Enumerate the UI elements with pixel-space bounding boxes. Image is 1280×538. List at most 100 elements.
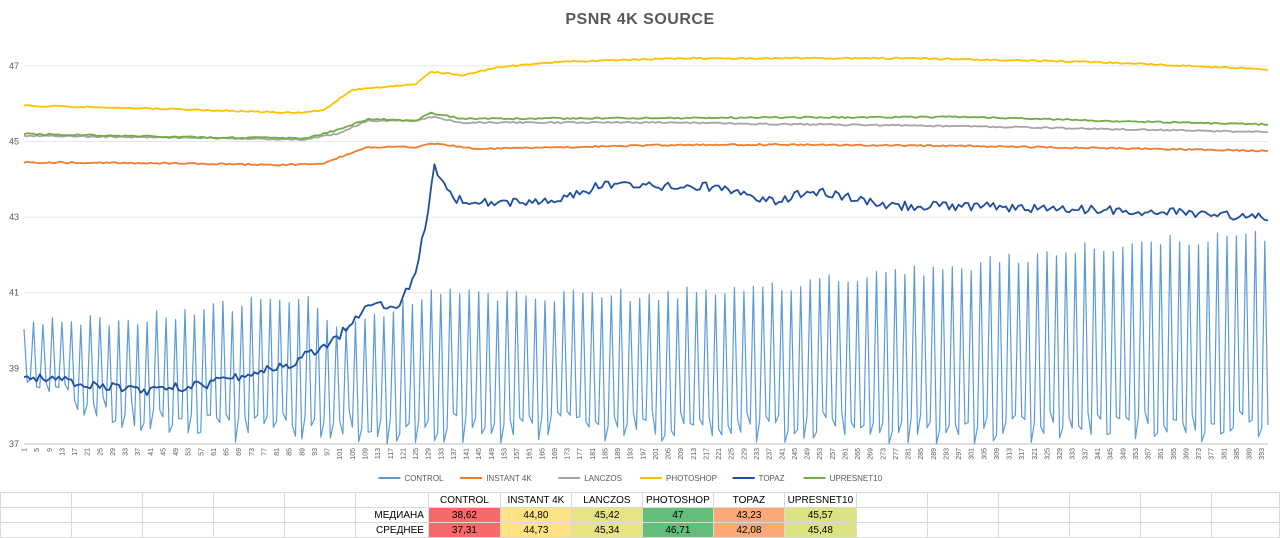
- x-tick-label: 253: [817, 448, 824, 460]
- x-tick-label: 61: [211, 448, 218, 456]
- legend-label: LANCZOS: [584, 474, 622, 483]
- x-tick-label: 193: [628, 448, 635, 460]
- x-tick-label: 281: [906, 448, 913, 460]
- x-tick-label: 333: [1070, 448, 1077, 460]
- row-label-mean: СРЕДНЕЕ: [354, 522, 429, 538]
- x-tick-label: 125: [413, 448, 420, 460]
- x-tick-label: 389: [1247, 448, 1254, 460]
- series-line-instant-4k: [23, 142, 1269, 167]
- x-tick-label: 5: [34, 448, 41, 452]
- x-tick-label: 85: [287, 448, 294, 456]
- legend-label: TOPAZ: [759, 474, 785, 483]
- table-cell: 44,73: [499, 522, 572, 538]
- header-photoshop: PHOTOSHOP: [641, 492, 714, 508]
- x-tick-label: 293: [943, 448, 950, 460]
- x-tick-label: 25: [97, 448, 104, 456]
- x-tick-label: 213: [691, 448, 698, 460]
- x-tick-label: 89: [299, 448, 306, 456]
- table-cell: 37,31: [427, 522, 501, 538]
- summary-table: CONTROL INSTANT 4K LANCZOS PHOTOSHOP TOP…: [0, 492, 1280, 538]
- x-tick-label: 97: [325, 448, 332, 456]
- row-label-median: МЕДИАНА: [354, 507, 429, 523]
- x-tick-label: 113: [375, 448, 382, 459]
- series-line-lanczos: [23, 115, 1269, 141]
- y-tick-label: 39: [9, 363, 19, 373]
- x-tick-label: 157: [514, 448, 521, 460]
- y-tick-label: 37: [9, 439, 19, 449]
- psnr-line-chart: PSNR 4K SOURCE 37 39 41 43 45 47 1 5 9 13 17 21 25 2…: [9, 11, 1269, 483]
- x-tick-label: 201: [653, 448, 660, 460]
- x-tick-label: 77: [261, 448, 268, 456]
- x-tick-label: 373: [1196, 448, 1203, 460]
- x-tick-label: 101: [337, 448, 344, 460]
- x-tick-label: 309: [994, 448, 1001, 460]
- x-tick-label: 153: [501, 448, 508, 460]
- x-tick-label: 53: [186, 448, 193, 456]
- x-tick-label: 177: [577, 448, 584, 460]
- x-tick-label: 265: [855, 448, 862, 460]
- x-tick-label: 181: [590, 448, 597, 460]
- x-tick-label: 93: [312, 448, 319, 456]
- x-tick-label: 129: [426, 448, 433, 460]
- table-cell: 45,34: [570, 522, 643, 538]
- x-tick-label: 73: [249, 448, 256, 456]
- x-tick-label: 169: [552, 448, 559, 460]
- x-tick-label: 161: [527, 448, 534, 460]
- table-cell: 42,08: [712, 522, 785, 538]
- chart-title: PSNR 4K SOURCE: [565, 11, 714, 28]
- x-tick-label: 349: [1120, 448, 1127, 460]
- series-line-control: [23, 230, 1269, 445]
- x-tick-label: 377: [1209, 448, 1216, 460]
- table-cell: 47: [641, 507, 714, 523]
- x-tick-label: 269: [868, 448, 875, 460]
- x-tick-label: 325: [1044, 448, 1051, 460]
- x-tick-label: 393: [1259, 448, 1266, 460]
- x-tick-label: 165: [539, 448, 546, 460]
- x-tick-label: 121: [400, 448, 407, 460]
- x-tick-label: 45: [160, 448, 167, 456]
- x-tick-label: 221: [716, 448, 723, 460]
- header-upresnet10: UPRESNET10: [783, 492, 857, 508]
- x-tick-label: 297: [956, 448, 963, 460]
- legend-label: PHOTOSHOP: [666, 474, 717, 483]
- header-lanczos: LANCZOS: [570, 492, 643, 508]
- x-tick-label: 365: [1171, 448, 1178, 460]
- x-tick-label: 189: [615, 448, 622, 460]
- x-tick-label: 329: [1057, 448, 1064, 460]
- table-cell: 46,71: [641, 522, 714, 538]
- x-tick-label: 149: [489, 448, 496, 460]
- x-tick-label: 21: [85, 448, 92, 456]
- x-tick-label: 29: [110, 448, 117, 456]
- table-cell: 45,48: [783, 522, 857, 538]
- header-control: CONTROL: [427, 492, 501, 508]
- x-axis-ticks: 1 5 9 13 17 21 25 29 33 37 41 45 49 53 57 61 65 69 73 77 81 8…: [22, 448, 1267, 460]
- x-tick-label: 37: [135, 448, 142, 456]
- y-tick-label: 41: [9, 288, 19, 298]
- x-tick-label: 225: [729, 448, 736, 460]
- y-axis-ticks: 37 39 41 43 45 47: [9, 61, 19, 449]
- x-tick-label: 301: [969, 448, 976, 460]
- x-tick-label: 133: [438, 448, 445, 460]
- x-tick-label: 141: [464, 448, 471, 460]
- x-tick-label: 65: [224, 448, 231, 456]
- x-tick-label: 237: [767, 448, 774, 460]
- legend-label: INSTANT 4K: [486, 474, 532, 483]
- x-tick-label: 109: [362, 448, 369, 460]
- x-tick-label: 245: [792, 448, 799, 460]
- legend: CONTROL INSTANT 4K LANCZOS PHOTOSHOP TOPAZ UP…: [378, 474, 883, 483]
- series-line-upresnet10: [23, 111, 1269, 140]
- x-tick-label: 357: [1146, 448, 1153, 460]
- x-tick-label: 205: [666, 448, 673, 460]
- x-tick-label: 313: [1007, 448, 1014, 460]
- x-tick-label: 145: [476, 448, 483, 460]
- x-tick-label: 341: [1095, 448, 1102, 460]
- x-tick-label: 345: [1108, 448, 1115, 460]
- x-tick-label: 361: [1158, 448, 1165, 460]
- x-tick-label: 137: [451, 448, 458, 460]
- table-cell: 38,62: [427, 507, 501, 523]
- x-tick-label: 209: [678, 448, 685, 460]
- x-tick-label: 117: [388, 448, 395, 459]
- x-tick-label: 13: [59, 448, 66, 456]
- table-cell: 44,80: [499, 507, 572, 523]
- x-tick-label: 229: [741, 448, 748, 460]
